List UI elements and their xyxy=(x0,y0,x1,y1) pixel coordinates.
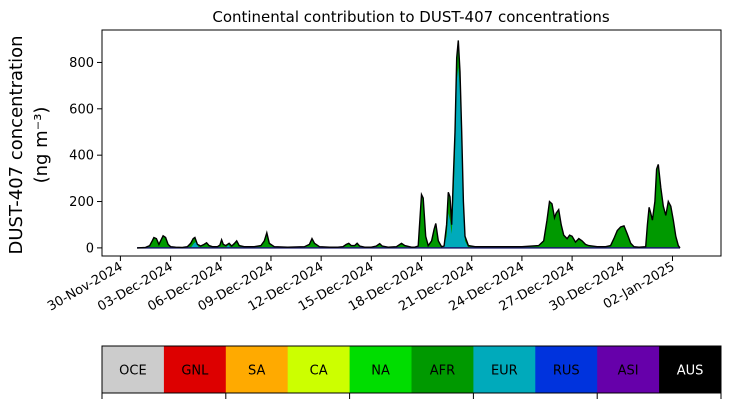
y-tick-label: 200 xyxy=(69,195,94,210)
area-afr xyxy=(137,40,681,248)
y-tick-label: 800 xyxy=(69,56,94,71)
legend-label-na: NA xyxy=(371,364,390,379)
x-axis: 30-Nov-202403-Dec-202406-Dec-202409-Dec-… xyxy=(45,256,677,315)
legend-label-eur: EUR xyxy=(491,364,518,379)
legend-label-afr: AFR xyxy=(430,364,455,379)
legend-label-sa: SA xyxy=(248,364,265,379)
legend-swatch-asi xyxy=(597,346,660,393)
legend-label-rus: RUS xyxy=(553,364,580,379)
y-axis-label-line1: DUST-407 concentration xyxy=(6,35,27,254)
y-axis: 0 200 400 600 800 xyxy=(69,56,102,256)
chart-title: Continental contribution to DUST-407 con… xyxy=(212,8,609,26)
legend-label-asi: ASI xyxy=(618,364,639,379)
legend-swatch-afr xyxy=(411,346,474,393)
legend-swatch-sa xyxy=(225,346,289,393)
y-tick-label: 600 xyxy=(69,102,94,117)
legend-label-aus: AUS xyxy=(677,364,704,379)
legend-swatch-oce xyxy=(102,346,165,393)
y-axis-label-line2: (ng m⁻³) xyxy=(31,107,52,184)
legend-swatch-na xyxy=(349,346,412,393)
y-tick-label: 400 xyxy=(69,149,94,164)
legend-swatch-rus xyxy=(535,346,598,393)
area-eur-0 xyxy=(443,67,469,248)
y-axis-label: DUST-407 concentration (ng m⁻³) xyxy=(6,35,52,254)
legend-label-oce: OCE xyxy=(119,364,147,379)
legend-frame xyxy=(101,345,722,394)
plot-frame xyxy=(101,29,722,257)
legend-label-ca: CA xyxy=(310,364,328,379)
legend-swatch-eur xyxy=(473,346,536,393)
legend-swatch-gnl xyxy=(163,346,227,393)
legend-swatch-aus xyxy=(659,346,722,393)
y-tick-label: 0 xyxy=(86,241,94,256)
legend-swatch-ca xyxy=(287,346,351,393)
plot-area xyxy=(137,40,681,249)
legend-label-gnl: GNL xyxy=(181,364,209,379)
total-line xyxy=(137,40,681,249)
legend-colorbar: OCE GNL SA CA NA AFR EUR RUS ASI AUS xyxy=(101,345,722,399)
